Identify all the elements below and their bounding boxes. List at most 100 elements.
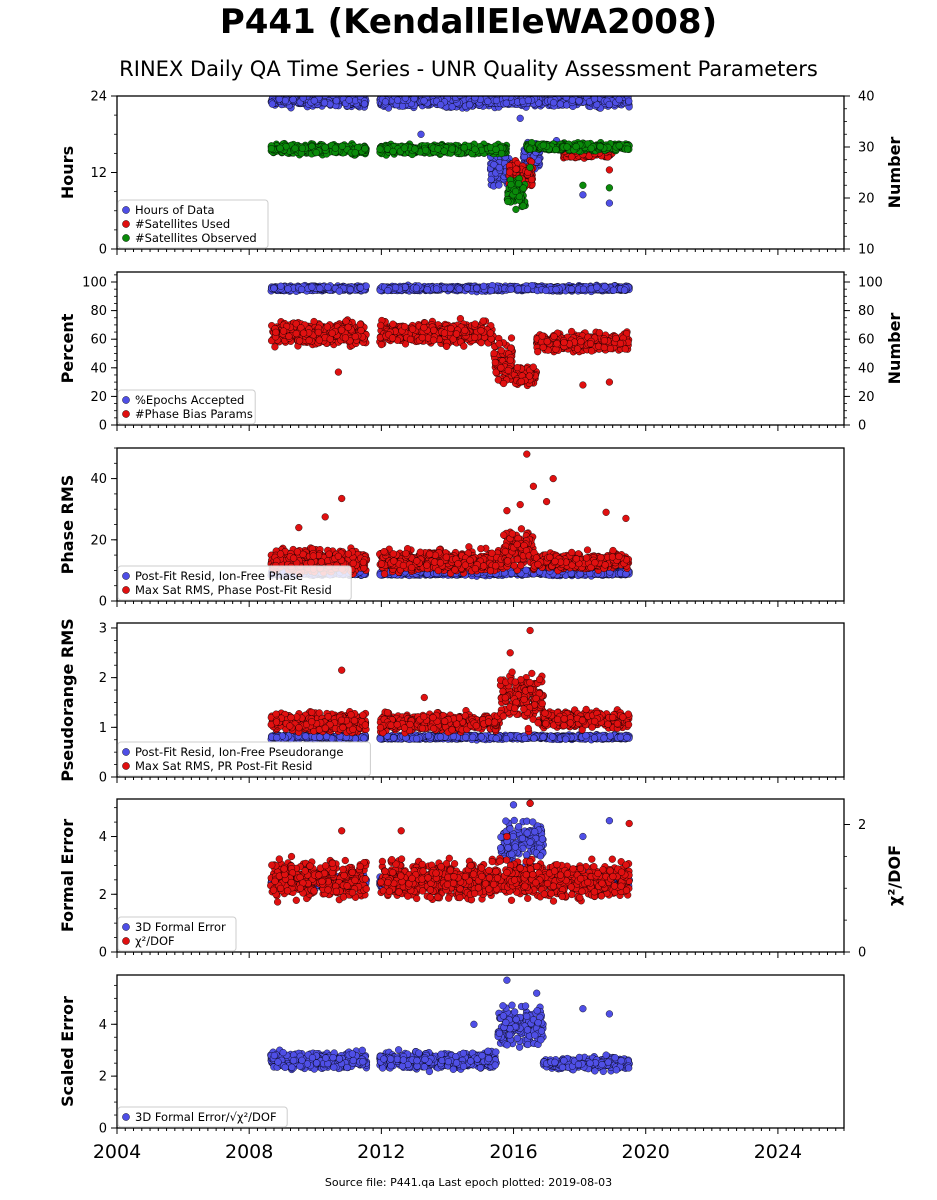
data-point bbox=[345, 96, 353, 104]
data-point bbox=[434, 145, 442, 153]
data-point bbox=[284, 89, 291, 96]
data-point bbox=[506, 168, 514, 176]
data-point bbox=[356, 284, 365, 292]
data-point bbox=[452, 330, 461, 338]
data-point bbox=[331, 144, 340, 152]
data-point bbox=[277, 282, 285, 290]
y-tick-label: 0 bbox=[99, 243, 107, 258]
data-point bbox=[492, 145, 500, 154]
data-point bbox=[351, 149, 359, 157]
data-point bbox=[272, 328, 280, 336]
data-point bbox=[356, 320, 364, 328]
y-right-tick-label: 20 bbox=[858, 192, 875, 207]
data-point bbox=[461, 326, 469, 335]
panel-2-points bbox=[267, 281, 633, 390]
legend-marker bbox=[122, 206, 130, 214]
data-point bbox=[360, 100, 369, 108]
data-point bbox=[440, 147, 448, 155]
data-point bbox=[384, 287, 392, 295]
data-point bbox=[411, 145, 419, 153]
data-point bbox=[357, 326, 365, 335]
data-point bbox=[495, 181, 503, 189]
data-point bbox=[276, 144, 284, 152]
data-point bbox=[440, 89, 447, 96]
data-point bbox=[323, 323, 331, 331]
data-point bbox=[463, 284, 471, 292]
data-point bbox=[406, 335, 415, 344]
data-point bbox=[440, 329, 449, 337]
data-point bbox=[466, 101, 474, 109]
data-point bbox=[430, 326, 438, 334]
data-point bbox=[291, 144, 299, 152]
data-point bbox=[568, 96, 577, 104]
data-point bbox=[314, 328, 323, 337]
data-point bbox=[300, 329, 308, 337]
data-point bbox=[625, 97, 633, 105]
series-red bbox=[268, 315, 633, 390]
data-point bbox=[280, 327, 288, 335]
data-point bbox=[620, 286, 629, 294]
panel-1-points bbox=[267, 89, 633, 214]
y-tick-label: 24 bbox=[90, 90, 107, 105]
data-point bbox=[389, 147, 397, 156]
data-point bbox=[305, 336, 313, 345]
data-point bbox=[281, 96, 290, 105]
data-point bbox=[519, 184, 527, 192]
data-point bbox=[609, 286, 618, 294]
data-point bbox=[556, 100, 564, 108]
data-point bbox=[527, 176, 536, 184]
data-point bbox=[523, 285, 532, 293]
data-point bbox=[377, 341, 386, 349]
data-point bbox=[552, 285, 560, 294]
data-point bbox=[495, 164, 503, 172]
data-point bbox=[446, 284, 454, 292]
data-point bbox=[417, 130, 425, 138]
data-point bbox=[344, 323, 352, 331]
legend-entry: #Satellites Observed bbox=[135, 231, 257, 245]
data-point bbox=[296, 337, 304, 345]
data-point bbox=[409, 325, 417, 333]
data-point bbox=[377, 321, 385, 330]
data-point bbox=[514, 285, 522, 293]
data-point bbox=[341, 334, 350, 342]
data-point bbox=[447, 324, 455, 333]
data-point bbox=[270, 284, 278, 292]
data-point bbox=[615, 142, 623, 150]
data-point bbox=[392, 284, 400, 292]
data-point bbox=[351, 333, 359, 341]
data-point bbox=[394, 96, 402, 104]
legend: Hours of Data#Satellites Used#Satellites… bbox=[117, 199, 269, 249]
data-point bbox=[479, 317, 487, 325]
data-point bbox=[361, 145, 369, 153]
data-point bbox=[328, 329, 336, 337]
data-point bbox=[486, 329, 495, 337]
data-point bbox=[299, 96, 307, 102]
data-point bbox=[526, 145, 534, 153]
data-point bbox=[471, 145, 479, 153]
data-point bbox=[292, 330, 300, 338]
data-point bbox=[315, 336, 323, 344]
data-point bbox=[298, 285, 306, 294]
y-axis-label: Hours bbox=[58, 146, 77, 199]
data-point bbox=[321, 143, 329, 152]
data-point bbox=[579, 191, 587, 199]
data-point bbox=[460, 342, 468, 350]
data-point bbox=[342, 317, 350, 325]
data-point bbox=[484, 97, 492, 105]
data-point bbox=[456, 315, 465, 323]
data-point bbox=[400, 144, 409, 152]
data-point bbox=[494, 376, 502, 384]
data-point bbox=[562, 96, 570, 101]
data-point bbox=[605, 184, 614, 192]
data-point bbox=[418, 334, 426, 342]
data-point bbox=[524, 96, 532, 104]
data-point bbox=[433, 96, 441, 99]
data-point bbox=[492, 96, 501, 105]
data-point bbox=[455, 285, 463, 293]
data-point bbox=[575, 97, 583, 105]
data-point bbox=[308, 283, 316, 291]
data-point bbox=[623, 145, 632, 153]
data-point bbox=[511, 187, 520, 196]
data-point bbox=[490, 349, 498, 358]
